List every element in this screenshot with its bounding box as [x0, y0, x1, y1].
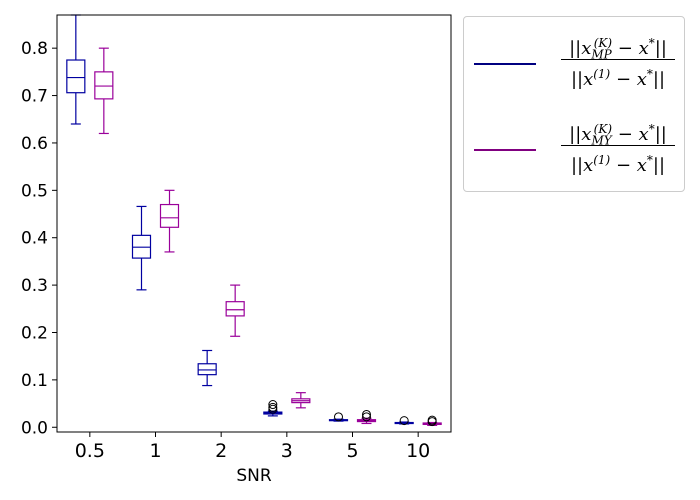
- plot-area: [66, 14, 442, 427]
- y-tick-label: 0.6: [21, 134, 48, 154]
- box-iqr: [66, 59, 86, 94]
- y-tick-label: 0.7: [21, 87, 48, 107]
- x-tick-label: 2: [215, 440, 227, 462]
- legend-entry-mp: ||xMP(K) − x*|| ||x(1) − x*||: [464, 27, 686, 97]
- legend-entry-my: ||xMY(K) − x*|| ||x(1) − x*||: [464, 113, 686, 183]
- y-tick-label: 0.3: [21, 276, 48, 296]
- box-9a009a-3: [291, 392, 311, 409]
- box-0000a0-1: [131, 205, 152, 291]
- fraction-bar: [561, 59, 675, 60]
- x-tick-label: 1: [149, 440, 161, 462]
- y-tick-label: 0.8: [21, 39, 48, 59]
- legend-line-my: [474, 149, 536, 151]
- box-0000a0-10: [394, 416, 414, 426]
- y-tick-label: 0.5: [21, 181, 48, 201]
- x-tick-label: 3: [281, 440, 293, 462]
- plot-frame: [56, 14, 452, 433]
- box-9a009a-0.5: [94, 47, 114, 135]
- box-0000a0-5: [328, 412, 349, 422]
- y-tick-label: 0.2: [21, 323, 48, 343]
- y-tick-label: 0.0: [21, 418, 48, 438]
- y-tick-label: 0.4: [21, 229, 48, 249]
- outlier-point: [427, 415, 437, 425]
- box-9a009a-1: [159, 189, 180, 253]
- axes-ticks: 0.0 0.1 0.2 0.3 0.4 0.5 0.6 0.7 0.8 0.5 1 2 3 5 10: [21, 39, 430, 462]
- legend-label-my: ||xMY(K) − x*|| ||x(1) − x*||: [559, 117, 677, 176]
- legend-denominator: ||x(1) − x*||: [570, 67, 666, 90]
- x-tick-label: 5: [346, 440, 358, 462]
- legend-denominator: ||x(1) − x*||: [570, 153, 666, 176]
- box-0000a0-3: [263, 400, 283, 417]
- outlier-point: [362, 412, 371, 422]
- box-0000a0-0.5: [66, 14, 86, 125]
- legend: ||xMP(K) − x*|| ||x(1) − x*|| ||xMY(K) −…: [463, 16, 685, 192]
- legend-line-mp: [474, 63, 536, 65]
- box-iqr: [159, 203, 180, 228]
- outlier-point: [362, 409, 371, 419]
- x-axis-label: SNR: [236, 466, 272, 486]
- box-9a009a-10: [422, 415, 442, 427]
- box-9a009a-2: [225, 284, 245, 337]
- legend-numerator: ||xMP(K) − x*||: [569, 36, 667, 62]
- box-9a009a-5: [356, 409, 377, 425]
- y-tick-label: 0.1: [21, 371, 48, 391]
- fraction-bar: [561, 145, 675, 146]
- outlier-point: [399, 416, 409, 426]
- legend-numerator: ||xMY(K) − x*||: [569, 122, 667, 148]
- box-iqr: [225, 301, 245, 317]
- box-0000a0-2: [197, 349, 217, 387]
- x-tick-label: 0.5: [75, 440, 105, 462]
- outlier-point: [334, 412, 343, 422]
- legend-label-mp: ||xMP(K) − x*|| ||x(1) − x*||: [559, 31, 677, 90]
- box-iqr: [197, 363, 217, 376]
- outlier-point: [268, 400, 278, 410]
- outlier-point: [268, 402, 278, 412]
- box-iqr: [94, 71, 114, 100]
- x-tick-label: 10: [406, 440, 430, 462]
